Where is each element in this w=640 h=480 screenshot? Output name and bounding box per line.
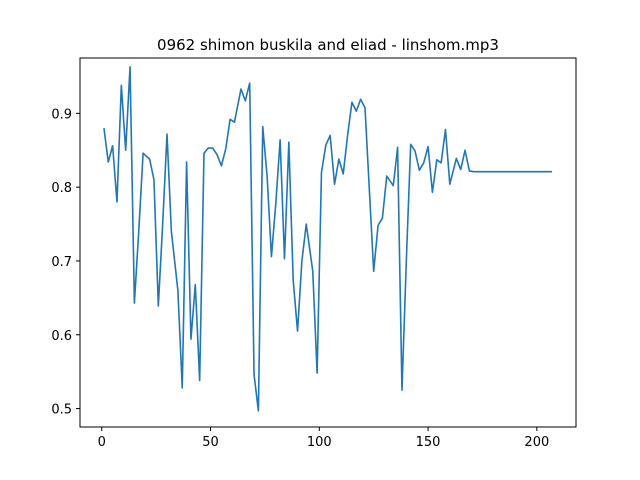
y-tick-label: 0.5 (51, 403, 72, 418)
y-tick-label: 0.7 (51, 255, 72, 270)
x-tick-label: 150 (416, 435, 441, 450)
series-line (103, 66, 553, 412)
x-tick-label: 100 (307, 435, 332, 450)
y-axis: 0.5 0.6 0.7 0.8 0.9 (51, 107, 80, 418)
x-axis: 0 50 100 150 200 (98, 427, 549, 450)
axes-frame (79, 57, 577, 428)
chart-title: 0962 shimon buskila and eliad - linshom.… (157, 36, 499, 54)
x-tick-label: 0 (98, 435, 106, 450)
y-tick-label: 0.8 (51, 181, 72, 196)
x-tick-label: 200 (524, 435, 549, 450)
x-tick-label: 50 (202, 435, 219, 450)
y-tick-label: 0.6 (51, 329, 72, 344)
plot-area (103, 66, 553, 412)
y-tick-label: 0.9 (51, 107, 72, 122)
